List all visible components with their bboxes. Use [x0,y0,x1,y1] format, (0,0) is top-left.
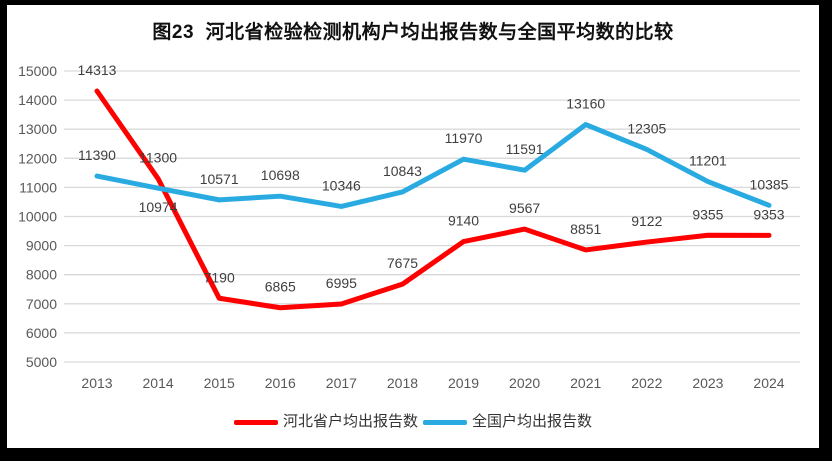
x-axis-tick-label: 2014 [143,375,174,391]
series-line-0[interactable] [94,88,772,311]
data-label: 10843 [383,163,422,179]
data-label: 10571 [200,171,239,187]
x-axis-tick-label: 2013 [81,375,112,391]
y-axis-tick-label: 5000 [26,354,57,370]
data-label: 9353 [753,206,784,222]
y-axis-tick-label: 14000 [18,92,57,108]
legend-swatch-national [423,419,467,425]
data-label: 9140 [448,213,479,229]
data-label: 14313 [78,62,117,78]
chart-canvas [7,5,819,448]
data-label: 10385 [750,176,789,192]
legend-label-national: 全国户均出报告数 [472,413,593,430]
y-axis-tick-label: 13000 [18,121,57,137]
data-label: 11970 [445,130,483,146]
data-label: 9122 [631,213,662,229]
series-line-1[interactable] [94,122,772,209]
data-label: 10346 [322,177,361,193]
x-axis-tick-label: 2016 [265,375,296,391]
y-axis-tick-label: 12000 [18,150,57,166]
data-label: 12305 [627,120,666,136]
data-label: 8851 [570,221,601,237]
data-label: 6865 [265,279,296,295]
legend-label-hebei: 河北省户均出报告数 [282,413,418,430]
y-axis-tick-label: 9000 [26,238,57,254]
x-axis-tick-label: 2017 [326,375,357,391]
data-label: 10698 [261,167,300,183]
data-label: 10974 [139,199,178,215]
data-label: 11390 [78,147,116,163]
chart-title: 图23 河北省检验检测机构户均出报告数与全国平均数的比较 [152,22,674,43]
chart-legend: 河北省户均出报告数 全国户均出报告数 [7,413,819,431]
x-axis-tick-label: 2015 [204,375,235,391]
data-label: 7190 [204,269,235,285]
y-axis-tick-label: 10000 [18,209,57,225]
data-label: 11591 [506,141,544,157]
x-axis-tick-label: 2020 [509,375,540,391]
data-label: 6995 [326,275,357,291]
x-axis-tick-label: 2019 [448,375,479,391]
x-axis-tick-label: 2021 [570,375,601,391]
y-axis-tick-label: 15000 [18,63,57,79]
legend-swatch-hebei [233,419,278,425]
x-axis-tick-label: 2024 [753,375,784,391]
data-label: 9567 [509,200,540,216]
x-axis-tick-label: 2018 [387,375,418,391]
y-axis-tick-label: 7000 [26,296,57,312]
y-axis-tick-label: 11000 [19,179,57,195]
data-label: 9355 [692,206,723,222]
x-axis-tick-label: 2022 [631,375,662,391]
data-label: 11300 [139,150,177,166]
data-label: 11201 [689,153,727,169]
y-axis-tick-label: 6000 [26,325,57,341]
data-label: 13160 [566,96,605,112]
y-axis-tick-label: 8000 [26,267,57,283]
x-axis-tick-label: 2023 [692,375,723,391]
data-label: 7675 [387,255,418,271]
